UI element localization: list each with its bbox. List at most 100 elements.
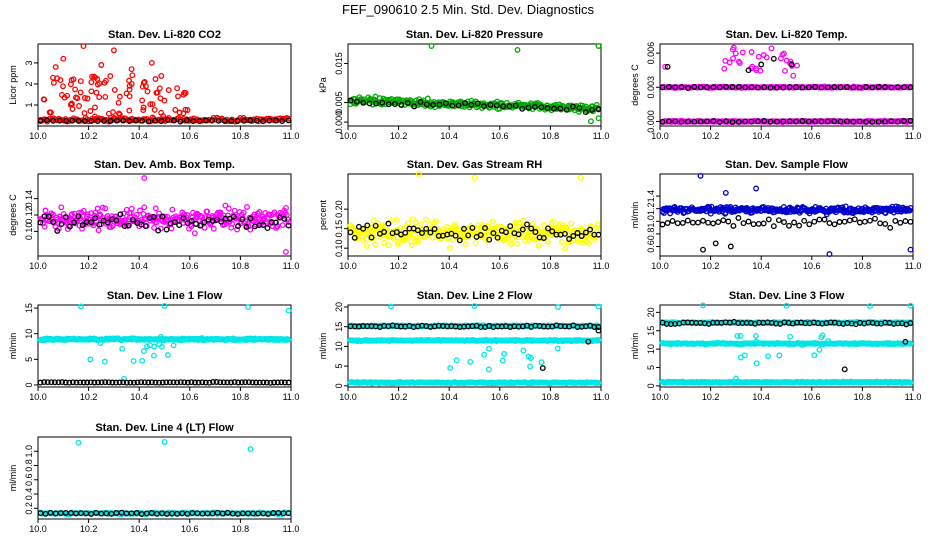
data-point xyxy=(50,79,57,86)
data-point xyxy=(535,242,542,249)
data-point xyxy=(285,379,292,386)
data-point xyxy=(139,357,146,364)
x-tick-label: 10.4 xyxy=(130,261,148,271)
data-point xyxy=(529,220,536,227)
data-point xyxy=(430,101,437,108)
data-point xyxy=(77,78,84,85)
data-point xyxy=(568,220,575,227)
data-point xyxy=(249,379,256,386)
data-point xyxy=(113,117,120,124)
points-group xyxy=(659,302,914,386)
data-point xyxy=(549,228,556,235)
x-tick-label: 11.0 xyxy=(283,131,300,141)
data-point xyxy=(748,49,755,55)
y-tick-label: 10 xyxy=(334,341,344,351)
data-point xyxy=(767,118,774,125)
data-point xyxy=(190,118,197,125)
data-point xyxy=(512,102,519,109)
data-point xyxy=(260,379,267,386)
data-point xyxy=(783,57,790,64)
chart-title: Stan. Dev. Sample Flow xyxy=(725,159,848,171)
points-group xyxy=(347,171,602,252)
x-tick-label: 11.0 xyxy=(283,524,300,534)
data-point xyxy=(841,366,848,373)
data-point xyxy=(481,351,488,358)
data-point xyxy=(754,84,761,91)
y-tick-label: 1.0 xyxy=(24,445,34,458)
data-point xyxy=(824,84,831,91)
data-point xyxy=(907,218,914,225)
data-point xyxy=(151,224,158,231)
data-point xyxy=(81,110,88,117)
data-point xyxy=(869,118,876,125)
data-point xyxy=(353,98,360,105)
data-point xyxy=(132,117,139,124)
data-point xyxy=(150,352,157,359)
x-tick-label: 10.4 xyxy=(130,392,148,402)
y-tick-label: 1 xyxy=(24,102,34,107)
data-point xyxy=(139,83,146,90)
data-point xyxy=(489,218,496,225)
data-point xyxy=(120,210,127,217)
plot-frame xyxy=(347,173,602,257)
y-tick-label: 0.006 xyxy=(646,42,656,65)
data-point xyxy=(720,217,727,224)
data-point xyxy=(128,205,135,212)
data-point xyxy=(115,110,122,117)
data-point xyxy=(414,227,421,234)
x-tick-label: 10.4 xyxy=(130,131,148,141)
data-point xyxy=(204,208,211,215)
data-point xyxy=(101,79,108,86)
x-tick-label: 10.4 xyxy=(752,261,770,271)
y-tick-label: 15 xyxy=(646,326,656,336)
data-point xyxy=(816,216,823,223)
data-point xyxy=(875,83,882,90)
data-point xyxy=(888,118,895,125)
data-point xyxy=(765,353,772,360)
data-point xyxy=(95,227,102,234)
data-point xyxy=(41,223,48,230)
data-point xyxy=(247,117,254,124)
data-point xyxy=(283,204,289,211)
data-point xyxy=(412,219,419,226)
data-point xyxy=(235,223,241,230)
data-point xyxy=(148,379,155,386)
x-tick-label: 10.2 xyxy=(80,131,98,141)
data-point xyxy=(228,379,234,386)
data-point xyxy=(520,347,527,354)
data-point xyxy=(210,225,217,232)
data-point xyxy=(48,379,55,386)
data-point xyxy=(906,207,913,214)
data-point xyxy=(506,103,513,110)
data-point xyxy=(347,229,354,236)
data-point xyxy=(907,340,914,347)
data-point xyxy=(220,379,227,386)
data-point xyxy=(157,334,164,340)
data-point xyxy=(805,118,812,125)
data-point xyxy=(582,229,589,236)
data-point xyxy=(595,337,602,343)
data-point xyxy=(595,231,602,238)
x-tick-label: 10.2 xyxy=(702,131,720,141)
data-point xyxy=(818,84,825,91)
data-point xyxy=(453,357,460,364)
data-point xyxy=(775,217,782,224)
data-point xyxy=(799,118,806,124)
data-point xyxy=(723,118,730,125)
y-tick-label: 0.10 xyxy=(24,223,34,241)
data-point xyxy=(125,222,132,229)
data-point xyxy=(393,216,400,223)
x-tick-label: 10.8 xyxy=(854,392,872,402)
data-point xyxy=(379,222,386,229)
data-point xyxy=(562,245,568,252)
chart-title: Stan. Dev. Amb. Box Temp. xyxy=(94,159,235,171)
data-point xyxy=(199,379,206,386)
data-point xyxy=(69,379,76,386)
data-point xyxy=(427,229,434,236)
data-point xyxy=(151,213,157,220)
y-tick-label: 15 xyxy=(24,303,34,313)
x-tick-label: 10.2 xyxy=(702,261,720,271)
data-point xyxy=(60,83,66,90)
x-tick-label: 10.6 xyxy=(491,261,509,271)
